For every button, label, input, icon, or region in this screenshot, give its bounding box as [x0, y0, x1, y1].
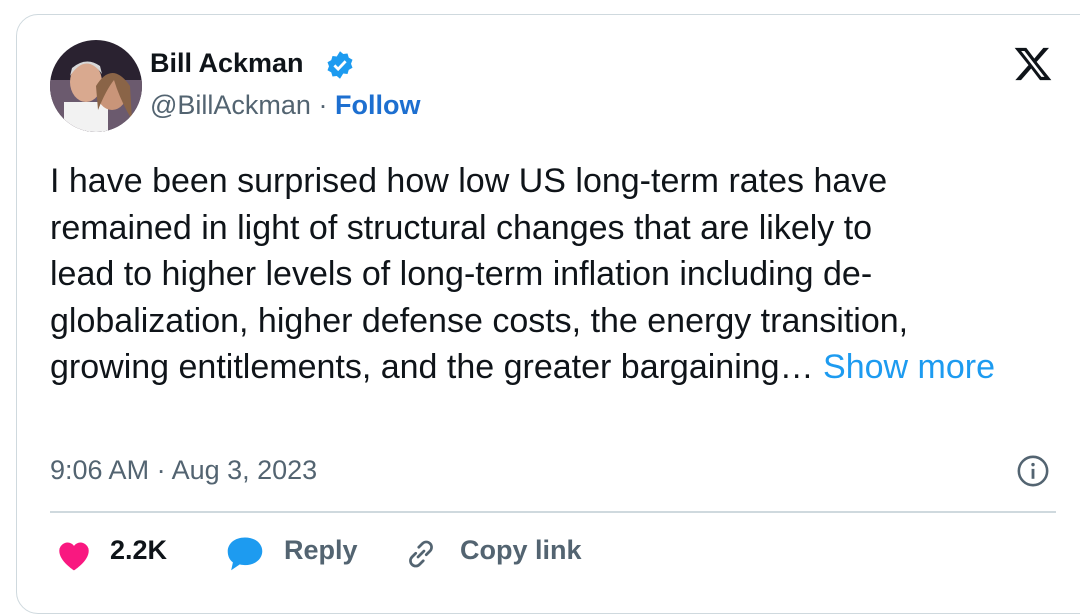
copy-link-button[interactable]: Copy link	[460, 535, 582, 565]
verified-badge	[327, 51, 353, 79]
timestamp[interactable]: 9:06 AM · Aug 3, 2023	[50, 455, 318, 485]
show-more-link[interactable]: Show more	[823, 348, 995, 386]
separator: ·	[318, 90, 328, 120]
tweet-text: I have been surprised how low US long-te…	[50, 158, 1025, 391]
page: Bill Ackman @BillAckman · Follow I have …	[16, 14, 1080, 614]
text-line: globalization, higher defense costs, the…	[50, 301, 909, 340]
avatar[interactable]	[50, 40, 142, 132]
like-count[interactable]: 2.2K	[110, 535, 168, 565]
reply-icon[interactable]	[224, 534, 266, 572]
follow-button[interactable]: Follow	[334, 90, 421, 120]
author-name[interactable]: Bill Ackman	[150, 48, 304, 78]
divider	[50, 511, 1056, 513]
author-line: @BillAckman · Follow	[150, 90, 420, 121]
info-icon[interactable]	[1016, 454, 1050, 488]
like-icon[interactable]	[54, 536, 94, 572]
handle[interactable]: @BillAckman	[150, 90, 311, 120]
text-line: growing entitlements, and the greater ba…	[50, 348, 814, 386]
text-line: remained in light of structural changes …	[50, 208, 873, 247]
text-line: I have been surprised how low US long-te…	[50, 162, 888, 200]
reply-button[interactable]: Reply	[284, 535, 358, 565]
x-logo[interactable]	[1012, 44, 1054, 84]
text-line: lead to higher levels of long-term infla…	[50, 255, 873, 293]
link-icon[interactable]	[402, 536, 440, 572]
